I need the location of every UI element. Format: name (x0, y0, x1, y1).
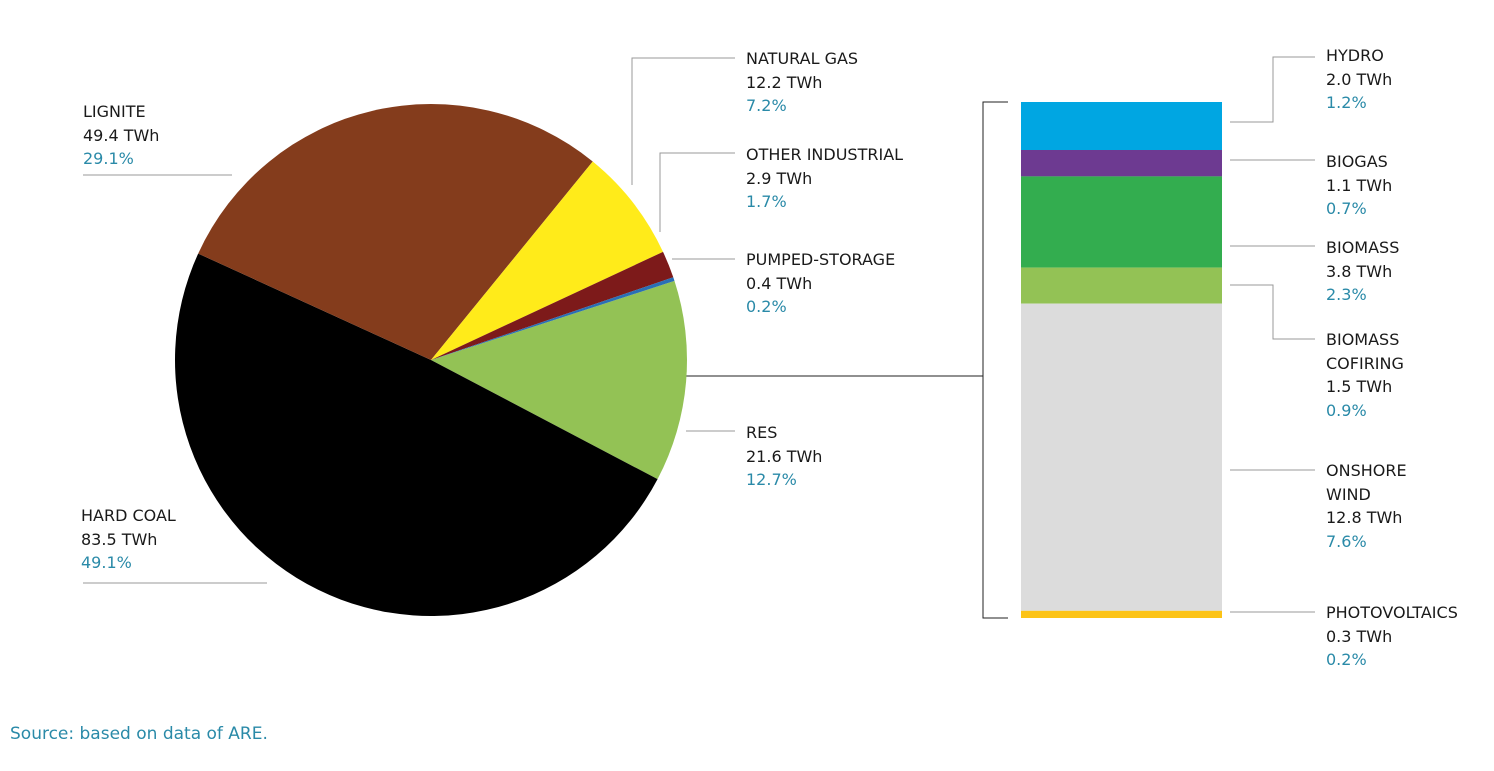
data-label: NATURAL GAS 12.2 TWh 7.2% (746, 47, 858, 118)
leader-lines (83, 56, 1315, 619)
label-value: 12.8 TWh (1326, 508, 1403, 527)
data-label: PHOTOVOLTAICS 0.3 TWh 0.2% (1326, 601, 1458, 672)
data-label: PUMPED-STORAGE 0.4 TWh 0.2% (746, 248, 895, 319)
label-share: 0.2% (746, 297, 787, 316)
bar-segment (1021, 267, 1222, 304)
pie-slice (174, 253, 658, 617)
label-name: BIOMASS COFIRING (1326, 330, 1404, 373)
data-label: OTHER INDUSTRIAL 2.9 TWh 1.7% (746, 143, 903, 214)
label-share: 12.7% (746, 470, 797, 489)
label-value: 2.9 TWh (746, 168, 813, 188)
label-value: 0.4 TWh (746, 273, 813, 293)
label-value: 1.5 TWh (1326, 377, 1393, 396)
label-value: 49.4 TWh (83, 125, 160, 145)
data-label: HARD COAL 83.5 TWh 49.1% (81, 504, 176, 575)
label-value: 2.0 TWh (1326, 69, 1393, 89)
label-share: 49.1% (81, 553, 132, 572)
label-share: 7.6% (1326, 531, 1367, 551)
label-value: 12.2 TWh (746, 72, 823, 92)
label-name: PUMPED-STORAGE (746, 250, 896, 269)
label-share: 0.2% (1326, 650, 1367, 669)
label-name: BIOGAS (1326, 152, 1388, 171)
label-name: RES (746, 423, 778, 442)
label-share: 7.2% (746, 96, 787, 115)
label-share: 0.9% (1326, 400, 1367, 420)
source-note: Source: based on data of ARE. (10, 724, 268, 744)
pie-slice (431, 277, 675, 360)
label-share: 29.1% (83, 149, 134, 168)
data-label: RES 21.6 TWh 12.7% (746, 421, 822, 492)
pie-slice (431, 280, 687, 480)
pie-slice (431, 161, 664, 360)
data-label: HYDRO 2.0 TWh 1.2% (1326, 44, 1426, 115)
label-name: HYDRO (1326, 46, 1384, 65)
label-value: 0.3 TWh (1326, 626, 1393, 646)
label-name: NATURAL GAS (746, 49, 859, 68)
bar-segment (1021, 102, 1222, 150)
label-name: BIOMASS (1326, 238, 1400, 257)
label-share: 1.2% (1326, 93, 1367, 112)
pie-slice (431, 251, 674, 360)
data-label: BIOGAS 1.1 TWh 0.7% (1326, 150, 1426, 221)
label-name: PHOTOVOLTAICS (1326, 603, 1458, 622)
data-label: ONSHORE WIND 12.8 TWh 7.6% (1326, 459, 1426, 553)
bar-segment (1021, 303, 1222, 611)
pie-slice (198, 103, 593, 361)
label-share: 0.7% (1326, 199, 1367, 218)
label-share: 1.7% (746, 192, 787, 211)
bar-segment (1021, 176, 1222, 268)
label-value: 1.1 TWh (1326, 175, 1393, 195)
data-label: BIOMASS COFIRING 1.5 TWh 0.9% (1326, 328, 1426, 422)
label-share: 2.3% (1326, 285, 1367, 304)
label-value: 3.8 TWh (1326, 261, 1393, 281)
label-name: HARD COAL (81, 506, 176, 525)
bar-segment (1021, 150, 1222, 177)
label-name: OTHER INDUSTRIAL (746, 145, 904, 164)
label-name: ONSHORE WIND (1326, 461, 1407, 504)
label-value: 21.6 TWh (746, 446, 823, 466)
data-label: BIOMASS 3.8 TWh 2.3% (1326, 236, 1426, 307)
bar-segment (1021, 610, 1222, 618)
data-label: LIGNITE 49.4 TWh 29.1% (83, 100, 159, 171)
label-value: 83.5 TWh (81, 529, 158, 549)
label-name: LIGNITE (83, 102, 146, 121)
